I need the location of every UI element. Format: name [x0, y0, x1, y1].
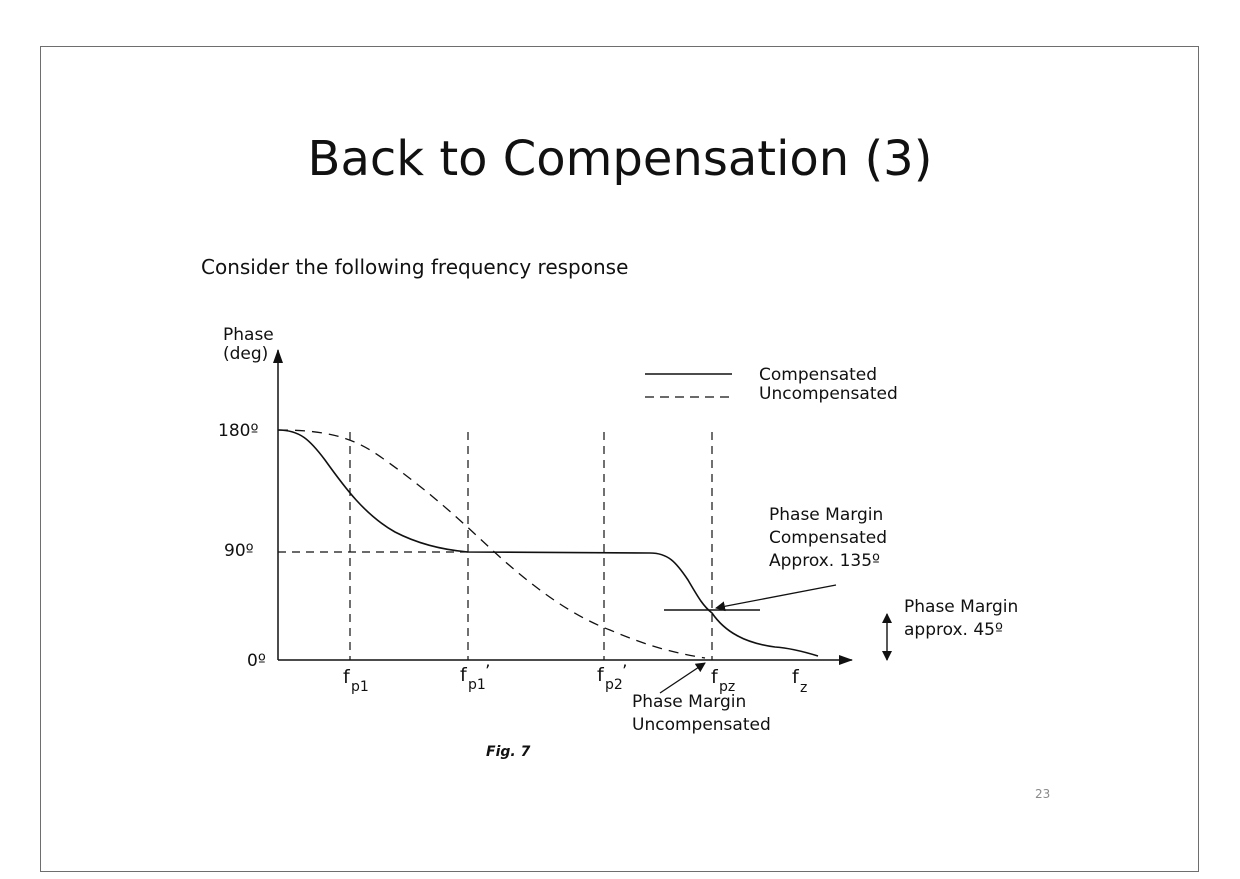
- slide-frame: [40, 46, 1199, 872]
- svg-text:’: ’: [622, 662, 627, 682]
- svg-text:p1: p1: [351, 679, 369, 695]
- annotation-uncompensated-line2: Uncompensated: [632, 715, 771, 735]
- svg-text:pz: pz: [719, 679, 735, 695]
- label-fp1-prime: f p1 ’: [460, 662, 490, 693]
- svg-text:p1: p1: [468, 677, 486, 693]
- tick-180: 180º: [218, 421, 258, 441]
- page-number: 23: [1035, 787, 1051, 801]
- svg-text:f: f: [792, 666, 800, 688]
- svg-text:f: f: [597, 664, 605, 686]
- annotation-compensated-line2: Compensated: [769, 528, 887, 548]
- figure-caption: Fig. 7: [486, 744, 531, 760]
- slide-title: Back to Compensation (3): [307, 131, 933, 187]
- label-fp1: f p1: [343, 666, 369, 695]
- svg-text:p2: p2: [605, 677, 623, 693]
- y-axis-label-line1: Phase: [223, 325, 274, 345]
- slide-subtitle: Consider the following frequency respons…: [201, 255, 629, 279]
- compensated-margin-arrow: [715, 584, 837, 612]
- label-fz: f z: [792, 666, 807, 696]
- legend-uncompensated: Uncompensated: [759, 384, 898, 404]
- tick-0: 0º: [247, 651, 266, 671]
- y-axis-label-line2: (deg): [223, 344, 268, 364]
- annotation-compensated-line1: Phase Margin: [769, 505, 883, 525]
- svg-text:f: f: [343, 666, 351, 688]
- svg-text:’: ’: [485, 662, 490, 682]
- label-fp2-prime: f p2 ’: [597, 662, 627, 693]
- svg-text:z: z: [800, 680, 807, 696]
- annotation-margin-line2: approx. 45º: [904, 620, 1003, 640]
- legend-compensated: Compensated: [759, 365, 877, 385]
- uncompensated-curve: [277, 429, 706, 659]
- uncompensated-margin-arrow: [659, 662, 706, 694]
- annotation-uncompensated-line1: Phase Margin: [632, 692, 746, 712]
- label-fpz: f pz: [711, 666, 735, 695]
- svg-text:f: f: [460, 664, 468, 686]
- annotation-margin-line1: Phase Margin: [904, 597, 1018, 617]
- tick-90: 90º: [224, 541, 254, 561]
- svg-text:f: f: [711, 666, 719, 688]
- annotation-compensated-line3: Approx. 135º: [769, 551, 880, 571]
- compensated-curve: [277, 429, 819, 657]
